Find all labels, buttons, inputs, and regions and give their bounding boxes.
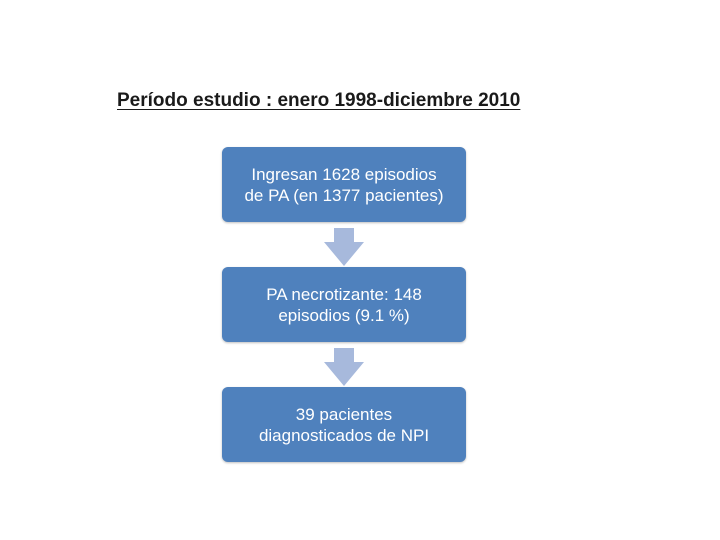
flow-step-1: Ingresan 1628 episodios de PA (en 1377 p… (222, 147, 466, 222)
flow-step-3-text: 39 pacientes diagnosticados de NPI (258, 404, 430, 445)
flow-step-2-text: PA necrotizante: 148 episodios (9.1 %) (266, 284, 422, 325)
diagram-title: Período estudio : enero 1998-diciembre 2… (117, 90, 521, 111)
arrow-down-icon (324, 228, 364, 266)
flow-step-3: 39 pacientes diagnosticados de NPI (222, 387, 466, 462)
arrow-down-icon (324, 348, 364, 386)
flow-step-2: PA necrotizante: 148 episodios (9.1 %) (222, 267, 466, 342)
flow-step-1-text: Ingresan 1628 episodios de PA (en 1377 p… (244, 164, 444, 205)
